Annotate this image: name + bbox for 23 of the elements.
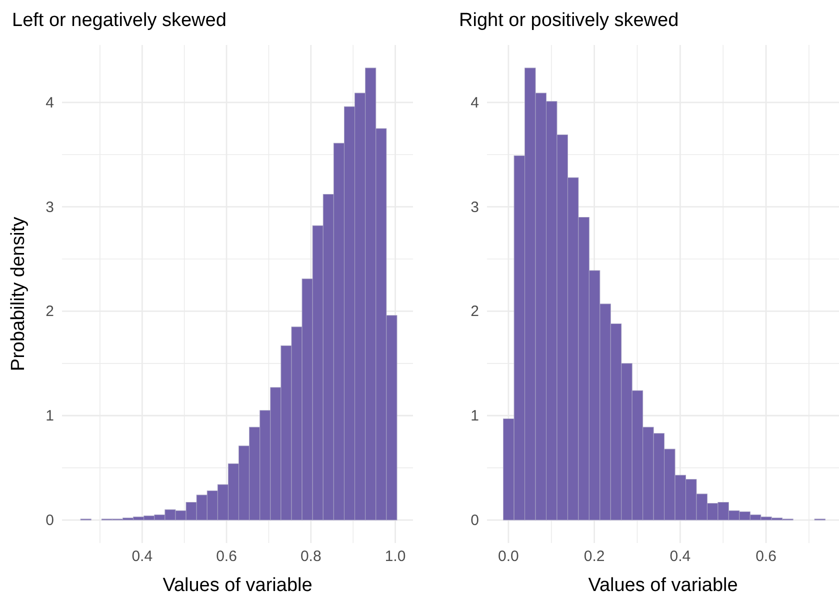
x-tick-label: 0.6 — [216, 548, 237, 565]
y-tick-label: 0 — [470, 512, 479, 530]
y-tick-label: 4 — [470, 94, 479, 112]
x-tick-label: 1.0 — [384, 548, 406, 565]
y-tick-label: 3 — [46, 198, 54, 216]
chart-title: Right or positively skewed — [459, 10, 679, 31]
x-tick-label: 0.0 — [498, 548, 519, 565]
x-tick-label: 0.2 — [584, 548, 605, 565]
y-tick-label: 4 — [46, 94, 54, 112]
x-axis-title: Values of variable — [162, 575, 312, 596]
x-axis-title: Values of variable — [588, 575, 738, 596]
y-tick-label: 1 — [470, 408, 479, 425]
y-tick-label: 2 — [46, 303, 54, 320]
y-tick-label: 3 — [470, 198, 479, 216]
y-axis-title: Probability density — [8, 216, 29, 372]
y-tick-label: 1 — [46, 408, 54, 425]
x-tick-label: 0.4 — [670, 548, 691, 565]
y-tick-label: 0 — [46, 512, 54, 530]
x-tick-label: 0.6 — [756, 548, 776, 565]
x-tick-label: 0.4 — [132, 548, 153, 565]
x-tick-label: 0.8 — [300, 548, 322, 565]
y-tick-label: 2 — [470, 303, 479, 320]
chart-title: Left or negatively skewed — [12, 10, 226, 31]
